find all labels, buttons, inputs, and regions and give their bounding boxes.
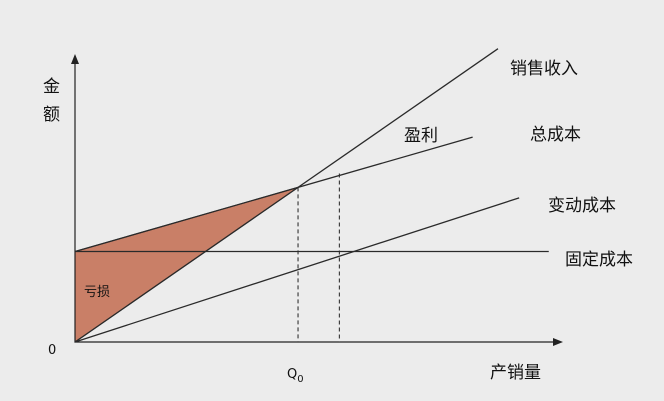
- x-tick-q0-sub: 0: [297, 374, 303, 385]
- total-cost-label: 总成本: [530, 125, 581, 145]
- total-cost-line: [74, 136, 473, 253]
- y-axis-label-char-2: 额: [43, 105, 60, 125]
- origin-label: 0: [48, 343, 56, 358]
- profit-region-label: 盈利: [404, 126, 438, 146]
- x-axis-arrow: [553, 338, 563, 346]
- fixed-cost-label: 固定成本: [565, 250, 633, 270]
- variable-cost-label: 变动成本: [548, 196, 616, 216]
- sales-revenue-label: 销售收入: [510, 59, 578, 79]
- x-axis-label: 产销量: [490, 363, 541, 383]
- series-lines: [74, 48, 549, 343]
- x-tick-q0: Q0: [287, 367, 304, 385]
- variable-cost-line: [74, 197, 520, 343]
- x-tick-q0-main: Q: [287, 367, 297, 382]
- y-axis-label-char-1: 金: [43, 77, 60, 97]
- y-axis-arrow: [71, 54, 79, 64]
- sales-revenue-line: [74, 48, 499, 343]
- loss-region-label: 亏损: [84, 285, 110, 300]
